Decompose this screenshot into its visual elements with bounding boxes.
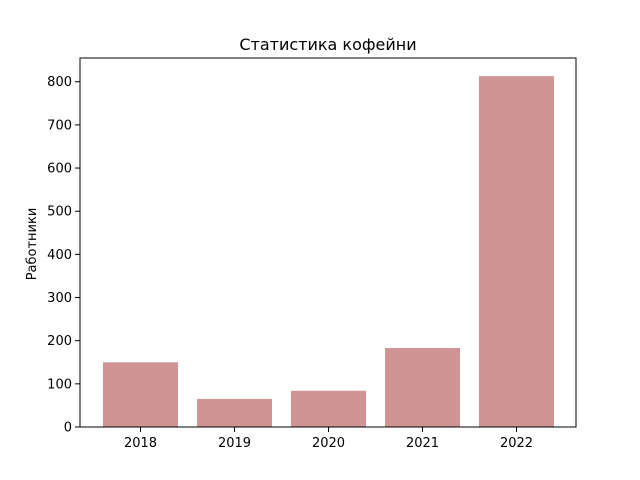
y-tick-label: 800 — [47, 75, 72, 90]
bar-2018 — [103, 362, 178, 427]
bars-group — [103, 76, 554, 427]
bar-2020 — [291, 390, 366, 427]
x-tick-label: 2021 — [406, 436, 439, 451]
y-tick-label: 200 — [47, 334, 72, 349]
y-tick-label: 500 — [47, 205, 72, 220]
y-tick-label: 0 — [64, 421, 72, 436]
y-tick-label: 400 — [47, 248, 72, 263]
plot-frame — [79, 57, 577, 428]
x-tick-label: 2019 — [218, 436, 251, 451]
y-tick-label: 300 — [47, 291, 72, 306]
bar-2019 — [197, 398, 272, 427]
y-tick-label: 700 — [47, 118, 72, 133]
bar-2022 — [479, 76, 554, 427]
y-tick-label: 100 — [47, 377, 72, 392]
y-axis-title: Работники — [25, 208, 40, 281]
bar-2021 — [385, 348, 460, 427]
x-tick-label: 2022 — [500, 436, 533, 451]
x-tick-label: 2020 — [312, 436, 345, 451]
x-tick-label: 2018 — [124, 436, 157, 451]
y-axis-ticks: 0 100 200 300 400 500 600 700 800 — [47, 75, 80, 436]
x-axis-ticks: 2018 2019 2020 2021 2022 — [124, 427, 533, 451]
chart-title: Статистика кофейни — [239, 35, 416, 54]
y-tick-label: 600 — [47, 162, 72, 177]
